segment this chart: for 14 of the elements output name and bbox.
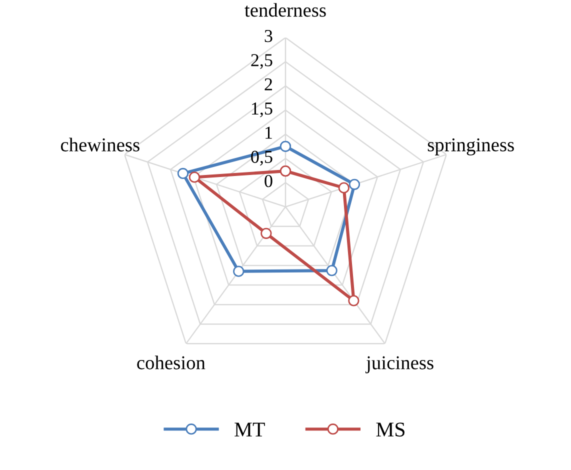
y-tick-label: 2,5 — [251, 54, 272, 69]
y-tick-label: 2 — [264, 78, 272, 90]
y-tick-label: 1 — [266, 126, 272, 139]
spoke-label: tenderness — [244, 3, 326, 17]
spoke-label: juiciness — [365, 356, 434, 374]
legend-label: MS — [376, 422, 404, 437]
y-tick-label: 0 — [264, 174, 272, 188]
spoke-label: chewiness — [60, 138, 140, 152]
y-tick-label: 1,5 — [252, 102, 272, 118]
y-tick-label: 0,5 — [251, 150, 272, 166]
spoke-label: cohesion — [137, 356, 206, 370]
y-tick-label: 3 — [264, 30, 272, 42]
spoke-label: springiness — [428, 138, 514, 156]
legend-label: MT — [234, 422, 265, 436]
